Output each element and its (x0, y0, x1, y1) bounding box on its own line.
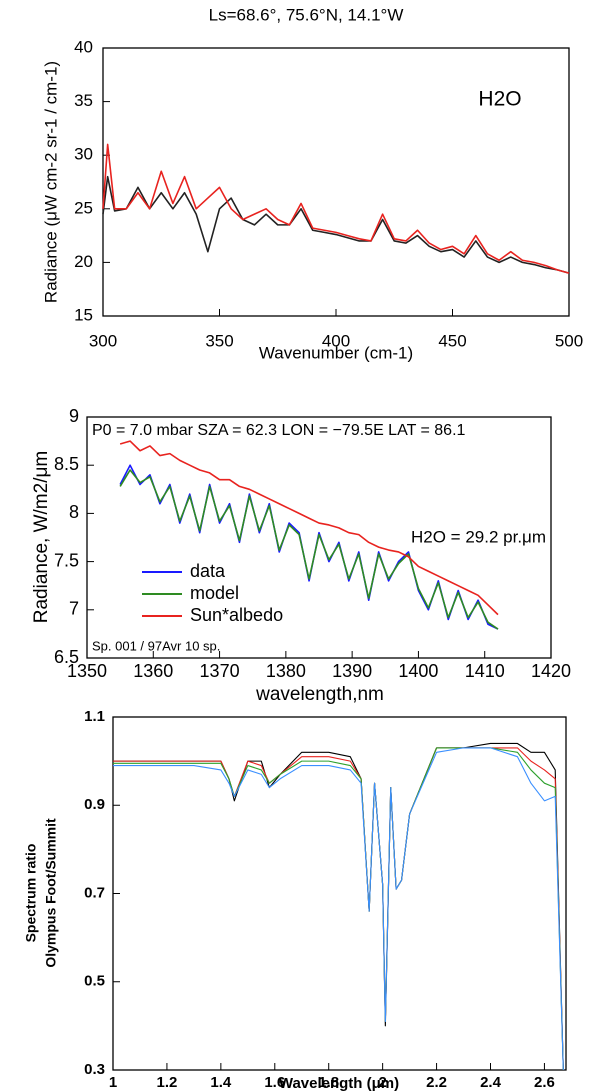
y-tick-label: 9 (69, 406, 79, 426)
data-line (119, 464, 499, 630)
y-tick-label: 1.1 (84, 708, 105, 725)
x-tick-label: 1.8 (318, 1074, 339, 1091)
y-tick-label: 40 (74, 37, 93, 56)
x-axis-label: Wavenumber (cm-1) (259, 343, 413, 362)
y-axis-label: Spectrum ratio (23, 844, 39, 943)
x-tick-label: 350 (205, 331, 233, 350)
y-tick-label: 7.5 (54, 550, 79, 570)
plot-frame (112, 716, 567, 1071)
chart-1: Ls=68.6°, 75.6°N, 14.1°W Radiance (μW cm… (41, 5, 583, 362)
chart-2: P0 = 7.0 mbar SZA = 62.3 LON = −79.5E LA… (31, 406, 571, 705)
x-axis-label: wavelength,nm (255, 684, 384, 705)
x-tick-label: 1400 (398, 661, 438, 681)
y-tick-label: 35 (74, 91, 93, 110)
y-tick-label: 0.7 (84, 884, 105, 901)
data-line (113, 742, 564, 1071)
x-tick-label: 1370 (200, 661, 240, 681)
x-tick-label: 1390 (332, 661, 372, 681)
x-tick-label: 2.4 (480, 1074, 502, 1091)
x-tick-label: 2.2 (426, 1074, 447, 1091)
annotation: H2O (478, 88, 521, 111)
y-tick-label: 0.3 (84, 1061, 105, 1078)
legend-label: model (190, 583, 239, 603)
plot-frame (86, 416, 552, 659)
data-line (102, 175, 570, 274)
y-tick-label: 25 (74, 198, 93, 217)
data-line (102, 143, 570, 274)
data-line (119, 440, 499, 616)
x-tick-label: 1.6 (264, 1074, 285, 1091)
x-tick-label: 300 (89, 331, 117, 350)
chart-3: Spectrum ratio Olympus Foot/Summit Wavel… (23, 708, 567, 1091)
x-tick-label: 1380 (266, 661, 306, 681)
x-tick-label: 2.6 (534, 1074, 555, 1091)
legend-label: Sun*albedo (190, 605, 283, 625)
x-tick-label: 400 (322, 331, 350, 350)
x-tick-label: 1410 (465, 661, 505, 681)
data-line (113, 747, 564, 1071)
x-tick-label: 1.4 (210, 1074, 232, 1091)
x-tick-label: 2 (378, 1074, 386, 1091)
y-tick-label: 8 (69, 502, 79, 522)
y-tick-label: 6.5 (54, 647, 79, 667)
x-tick-label: 1420 (531, 661, 571, 681)
y-tick-label: 15 (74, 305, 93, 324)
x-tick-label: 1360 (133, 661, 173, 681)
y-axis-label: Radiance (μW cm-2 sr-1 / cm-1) (41, 61, 60, 303)
y-tick-label: 7 (69, 599, 79, 619)
y-axis-label: Olympus Foot/Summit (43, 818, 59, 968)
y-tick-label: 0.5 (84, 973, 105, 990)
legend-label: data (190, 561, 226, 581)
y-tick-label: 20 (74, 252, 93, 271)
x-axis-label: Wavelength (μm) (279, 1075, 399, 1091)
y-tick-label: 8.5 (54, 454, 79, 474)
y-tick-label: 30 (74, 145, 93, 164)
data-line (113, 747, 564, 1071)
data-line (119, 469, 499, 630)
x-tick-label: 1.2 (156, 1074, 177, 1091)
y-tick-label: 0.9 (84, 796, 105, 813)
annotation: H2O = 29.2 pr.μm (411, 527, 546, 546)
chart-title: Ls=68.6°, 75.6°N, 14.1°W (209, 5, 404, 24)
annotation: Sp. 001 / 97Avr 10 sp. (92, 638, 220, 653)
y-axis-label: Radiance, W/m2/μm (31, 451, 52, 624)
x-tick-label: 1350 (67, 661, 107, 681)
data-line (113, 747, 564, 1071)
annotation: P0 = 7.0 mbar SZA = 62.3 LON = −79.5E LA… (92, 422, 466, 439)
x-tick-label: 500 (555, 331, 583, 350)
x-tick-label: 1 (109, 1074, 117, 1091)
x-tick-label: 450 (438, 331, 466, 350)
